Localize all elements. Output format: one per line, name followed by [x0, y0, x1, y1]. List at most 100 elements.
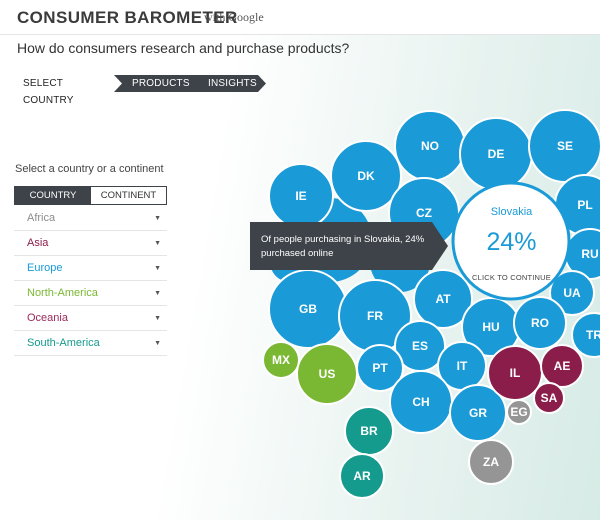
continent-label: South-America: [27, 337, 100, 349]
continent-item-africa[interactable]: Africa ▼: [14, 206, 167, 231]
country-bubble-dk[interactable]: DK: [330, 140, 402, 212]
country-bubble-ar[interactable]: AR: [339, 453, 385, 499]
country-bubble-ch[interactable]: CH: [389, 370, 453, 434]
bubble-circle: [468, 439, 514, 485]
bubble-circle: [339, 453, 385, 499]
selected-percent: 24%: [486, 228, 537, 256]
caret-down-icon: ▼: [154, 340, 161, 347]
country-bubble-us[interactable]: US: [296, 343, 358, 405]
bubble-label: BR: [360, 424, 378, 438]
bubble-label: SA: [541, 391, 558, 405]
app-logo-subtitle: with Google: [204, 10, 264, 24]
country-bubble-gr[interactable]: GR: [449, 384, 507, 442]
country-bubble-se[interactable]: SE: [528, 109, 600, 183]
app-logo-title[interactable]: CONSUMER BAROMETER: [17, 8, 238, 27]
country-bubble-mx[interactable]: MX: [262, 341, 300, 379]
country-bubble-de[interactable]: DE: [459, 117, 533, 191]
bubble-label: RU: [581, 247, 598, 261]
bubble-label: ZA: [483, 455, 499, 469]
continent-label: Africa: [27, 212, 56, 224]
bubble-label: AE: [554, 359, 571, 373]
country-bubble-ua[interactable]: UA: [549, 270, 595, 316]
caret-down-icon: ▼: [154, 240, 161, 247]
bubble-label: DK: [357, 169, 375, 183]
bubble-label: FR: [367, 309, 383, 323]
continent-item-north-america[interactable]: North-America ▼: [14, 281, 167, 306]
click-to-continue[interactable]: CLICK TO CONTINUE: [472, 273, 551, 282]
step-insights[interactable]: INSIGHTS: [192, 75, 266, 92]
bubble-label: PT: [372, 361, 388, 375]
bubble-circle: [506, 399, 532, 425]
bubble-label: HU: [482, 320, 499, 334]
country-bubble-no[interactable]: NO: [394, 110, 466, 182]
bubble-label: PL: [577, 198, 592, 212]
country-bubble-ae[interactable]: AE: [540, 344, 584, 388]
continent-label: Asia: [27, 237, 49, 249]
toggle-country-button[interactable]: COUNTRY: [15, 187, 91, 204]
view-toggle: COUNTRY CONTINENT: [14, 186, 167, 205]
caret-down-icon: ▼: [154, 265, 161, 272]
bubble-circle: [533, 382, 565, 414]
bubble-label: TR: [586, 328, 600, 342]
bubble-circle: [571, 312, 600, 358]
bubble-label: MX: [272, 353, 290, 367]
bubble-label: RO: [531, 316, 549, 330]
country-bubble-hu[interactable]: HU: [461, 297, 521, 357]
bubble-label: GR: [469, 406, 487, 420]
page-question: How do consumers research and purchase p…: [17, 40, 350, 56]
bubble-label: CZ: [416, 206, 432, 220]
toggle-continent-button[interactable]: CONTINENT: [91, 187, 166, 204]
bubble-label: NO: [421, 139, 439, 153]
bubble-label: IL: [510, 366, 521, 380]
caret-down-icon: ▼: [154, 315, 161, 322]
country-bubble-za[interactable]: ZA: [468, 439, 514, 485]
bubble-label: UA: [563, 286, 581, 300]
continent-item-asia[interactable]: Asia ▼: [14, 231, 167, 256]
caret-down-icon: ▼: [154, 290, 161, 297]
bubble-circle: [413, 269, 473, 329]
bubble-label: IE: [295, 189, 306, 203]
country-bubble-ie[interactable]: IE: [268, 163, 334, 229]
step-products[interactable]: PRODUCTS: [114, 75, 206, 92]
continent-label: Oceania: [27, 312, 68, 324]
bubble-circle: [513, 296, 567, 350]
continent-item-south-america[interactable]: South-America ▼: [14, 331, 167, 356]
app-header: CONSUMER BAROMETER with Google: [0, 0, 600, 35]
continent-item-oceania[interactable]: Oceania ▼: [14, 306, 167, 331]
country-bubble-tr[interactable]: TR: [571, 312, 600, 358]
bubble-circle: [549, 270, 595, 316]
continent-list: Africa ▼ Asia ▼ Europe ▼ North-America ▼…: [14, 206, 167, 356]
continent-label: North-America: [27, 287, 98, 299]
bubble-label: ES: [412, 339, 428, 353]
bubble-label: US: [319, 367, 336, 381]
bubble-circle: [540, 344, 584, 388]
bubble-label: IT: [457, 359, 468, 373]
continent-label: Europe: [27, 262, 63, 274]
tooltip-text: Of people purchasing in Slovakia, 24% pu…: [261, 234, 425, 259]
country-bubble-il[interactable]: IL: [487, 345, 543, 401]
select-label: Select a country or a continent: [15, 163, 164, 175]
bubble-label: DE: [488, 147, 505, 161]
selected-country-name: Slovakia: [490, 206, 533, 218]
country-bubble-at[interactable]: AT: [413, 269, 473, 329]
bubble-label: AT: [435, 292, 451, 306]
caret-down-icon: ▼: [154, 215, 161, 222]
selected-country-bubble[interactable]: [451, 181, 571, 301]
country-bubble-sa[interactable]: SA: [533, 382, 565, 414]
bubble-label: SE: [557, 139, 573, 153]
continent-item-europe[interactable]: Europe ▼: [14, 256, 167, 281]
bubble-label: GB: [299, 302, 317, 316]
bubble-circle: [296, 343, 358, 405]
country-bubble-ro[interactable]: RO: [513, 296, 567, 350]
bubble-circle: [262, 341, 300, 379]
country-bubble-br[interactable]: BR: [344, 406, 394, 456]
step-select-country[interactable]: SELECT COUNTRY: [23, 78, 74, 106]
bubble-label: EG: [510, 405, 527, 419]
bubble-circle: [330, 140, 402, 212]
bubble-label: AR: [353, 469, 371, 483]
selection-tooltip: Of people purchasing in Slovakia, 24% pu…: [250, 222, 448, 270]
country-bubble-gb[interactable]: GB: [268, 269, 348, 349]
bubble-label: CH: [412, 395, 429, 409]
bubble-circle: [449, 384, 507, 442]
country-bubble-eg[interactable]: EG: [506, 399, 532, 425]
